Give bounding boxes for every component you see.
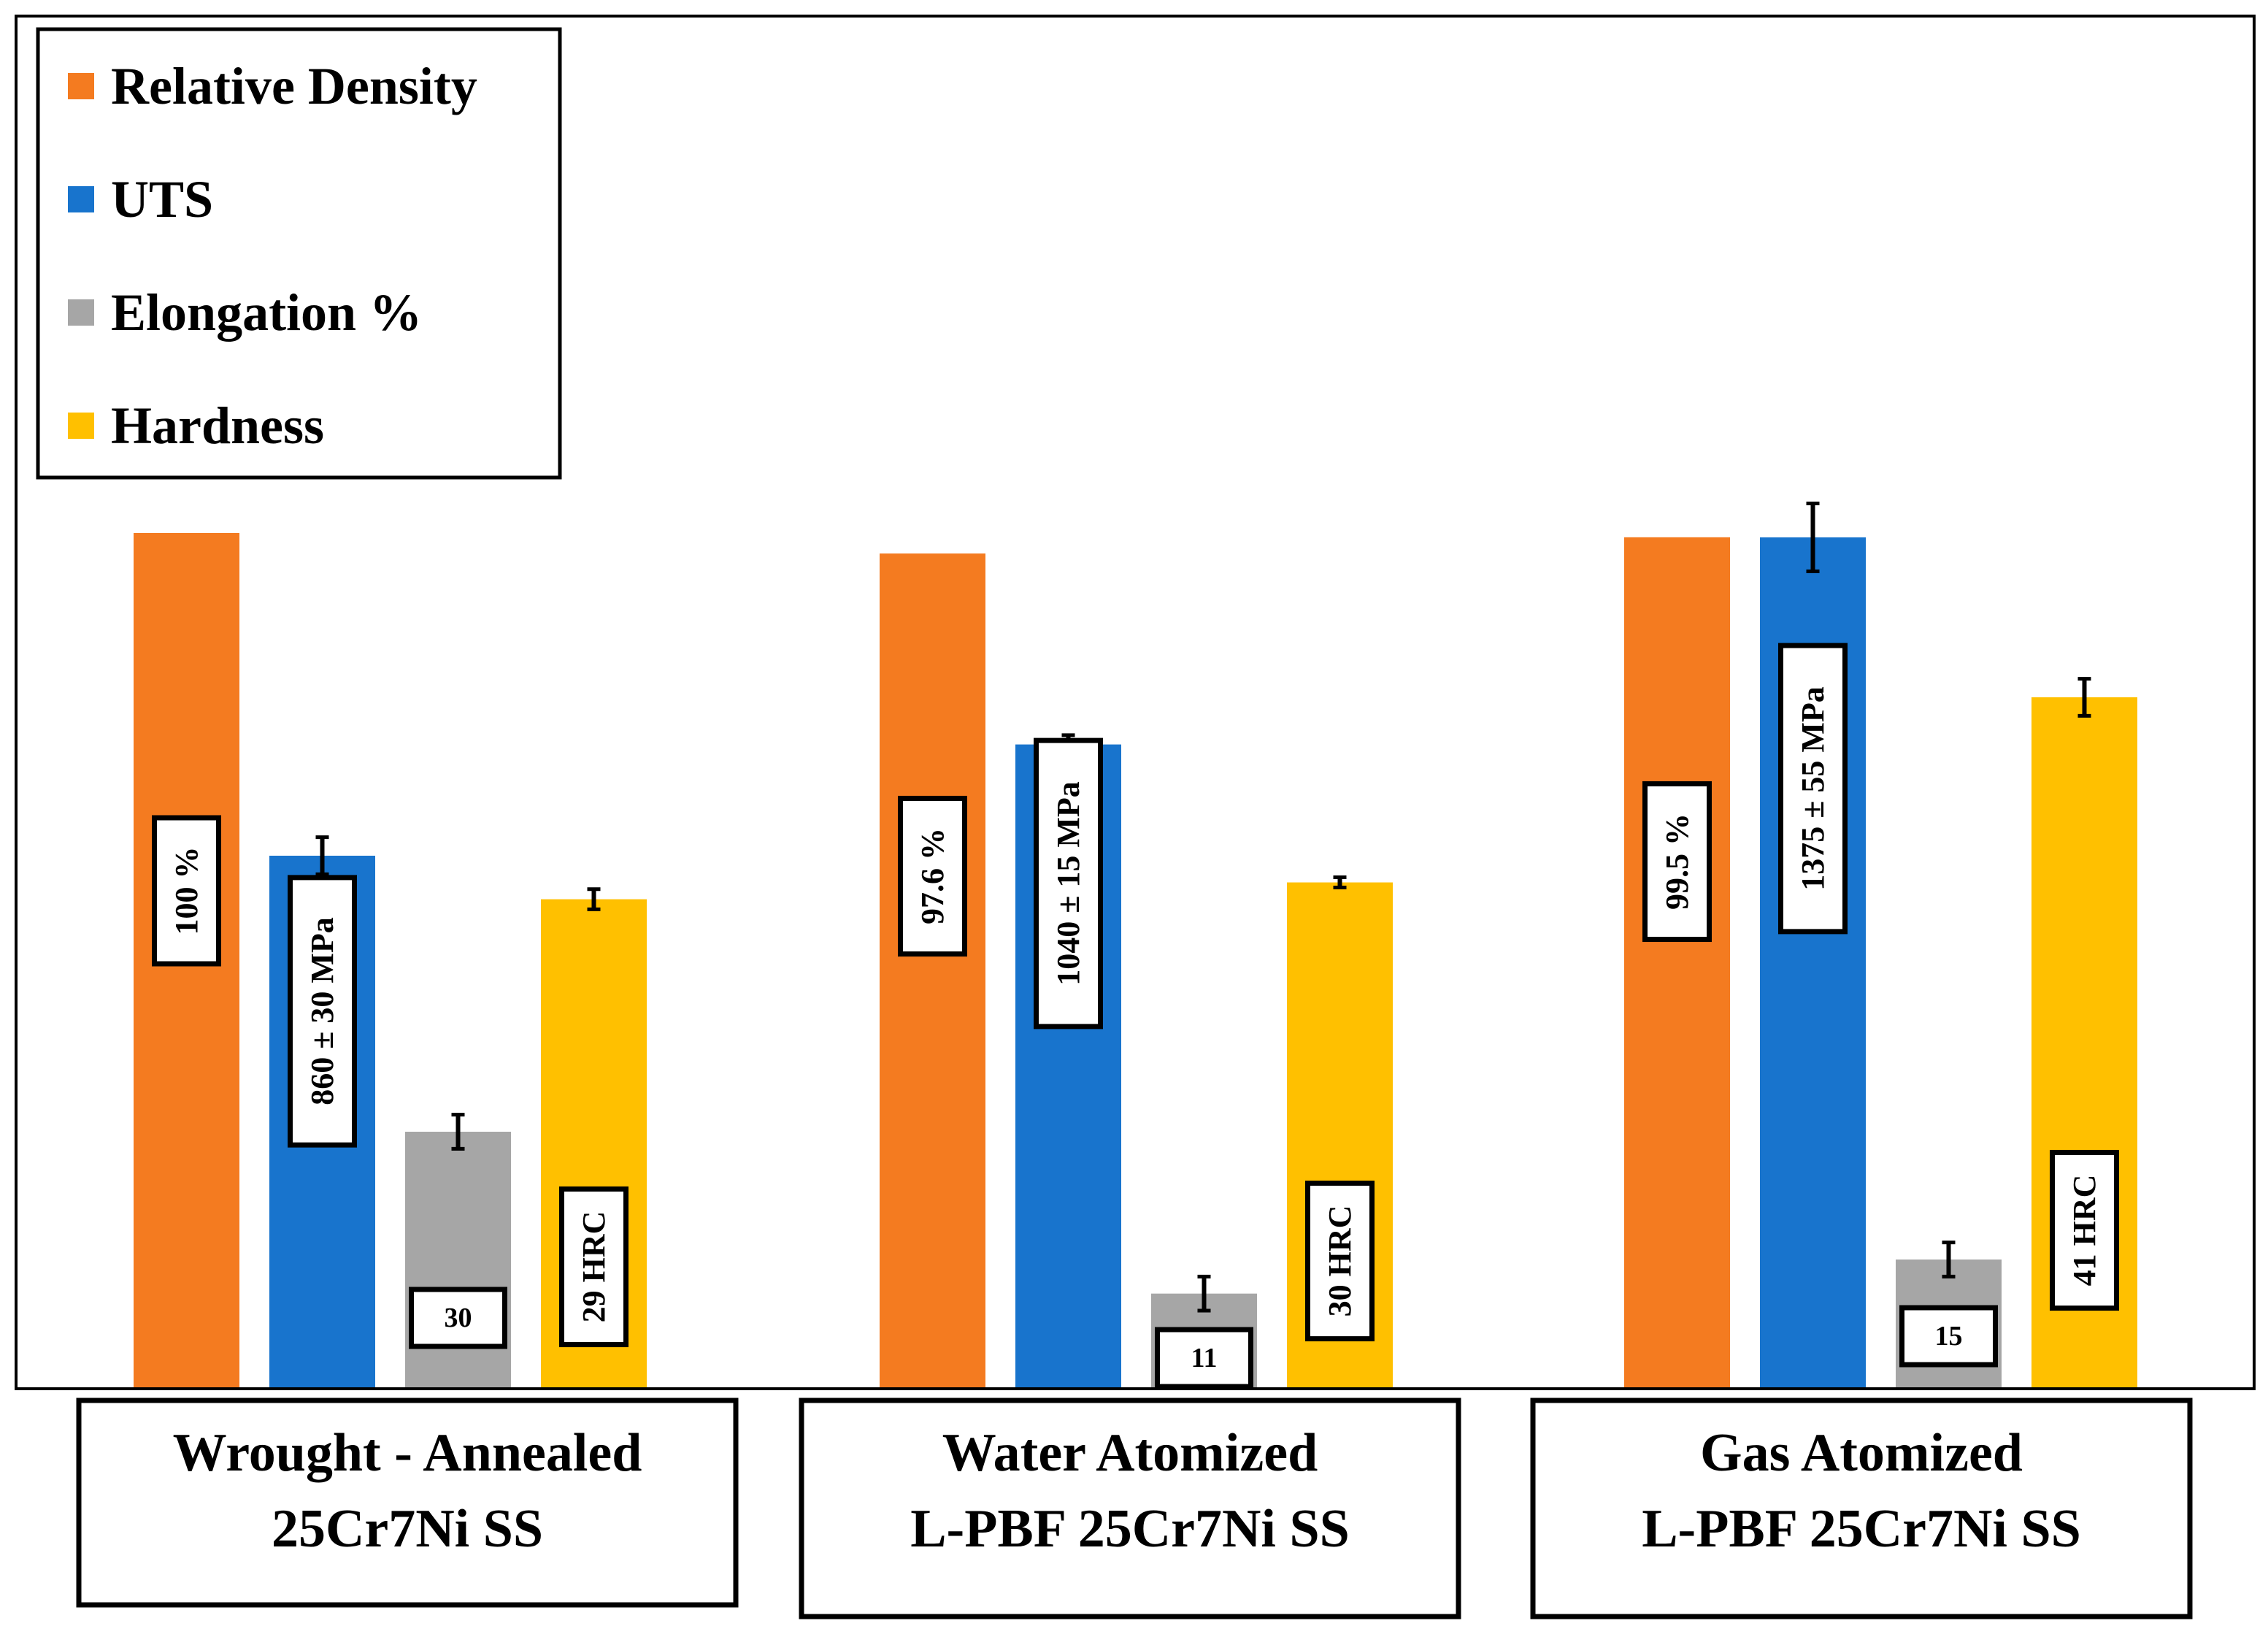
legend-swatch — [68, 73, 94, 99]
bars-layer — [134, 501, 2137, 1387]
category-label-3: Gas Atomized L-PBF 25Cr7Ni SS — [1530, 1398, 2193, 1619]
category-label-line1: Gas Atomized — [1700, 1423, 2023, 1483]
data-label-elongation-3: 15 — [1899, 1305, 1998, 1368]
data-label-text: 15 — [1935, 1321, 1963, 1352]
category-label-2: Water Atomized L-PBF 25Cr7Ni SS — [799, 1398, 1461, 1619]
data-label-text: 99.5 % — [1659, 813, 1695, 910]
error-bar-uts-3 — [1806, 501, 1820, 574]
data-label-text: 100 % — [169, 847, 204, 935]
data-label-text: 30 HRC — [1322, 1205, 1358, 1317]
data-labels-layer: 100 % 97.6 % 99.5 % 860 ± 30 MPa 1040 ± 15 M… — [152, 643, 2119, 1389]
data-label-elongation-2: 11 — [1155, 1327, 1253, 1389]
error-bar-hardness-2 — [1333, 875, 1347, 890]
error-bar-elongation-3 — [1942, 1241, 1956, 1278]
legend-item-elongation: Elongation % — [68, 283, 422, 342]
category-label-line2: L-PBF 25Cr7Ni SS — [910, 1499, 1350, 1559]
data-label-hardness-3: 41 HRC — [2050, 1149, 2119, 1311]
legend-item-relative-density: Relative Density — [68, 57, 477, 115]
data-label-text: 11 — [1191, 1343, 1218, 1373]
error-bar-elongation-2 — [1197, 1274, 1211, 1313]
legend-item-hardness: Hardness — [68, 396, 324, 455]
legend-label: Hardness — [111, 396, 324, 455]
legend-label: Relative Density — [111, 57, 477, 115]
legend-label: Elongation % — [111, 283, 422, 342]
data-label-uts-3: 1375 ± 55 MPa — [1778, 643, 1848, 935]
data-label-relative-density-2: 97.6 % — [898, 795, 967, 957]
data-label-text: 30 — [445, 1303, 472, 1333]
data-label-uts-1: 860 ± 30 MPa — [288, 875, 357, 1148]
error-bar-uts-1 — [315, 835, 329, 876]
category-label-line2: 25Cr7Ni SS — [272, 1499, 543, 1559]
data-label-relative-density-3: 99.5 % — [1642, 781, 1712, 943]
legend-box — [36, 27, 562, 480]
data-label-text: 29 HRC — [576, 1211, 612, 1323]
legend-swatch — [68, 186, 94, 212]
data-label-text: 860 ± 30 MPa — [304, 917, 340, 1105]
data-label-text: 41 HRC — [2067, 1175, 2102, 1287]
error-bar-elongation-1 — [451, 1113, 465, 1151]
bar-relative-density-3 — [1624, 537, 1730, 1387]
category-label-line1: Wrought - Annealed — [173, 1423, 642, 1483]
data-label-uts-2: 1040 ± 15 MPa — [1034, 737, 1103, 1030]
category-label-line1: Water Atomized — [942, 1423, 1318, 1483]
data-label-text: 97.6 % — [915, 828, 950, 924]
category-label-line2: L-PBF 25Cr7Ni SS — [1642, 1499, 2081, 1559]
legend-swatch — [68, 299, 94, 326]
data-label-text: 1375 ± 55 MPa — [1795, 686, 1831, 891]
legend-label: UTS — [111, 170, 213, 229]
category-labels: Wrought - Annealed 25Cr7Ni SS Water Atomiz… — [76, 1398, 2193, 1619]
legend-item-uts: UTS — [68, 170, 213, 229]
data-label-elongation-1: 30 — [409, 1287, 507, 1349]
data-label-hardness-2: 30 HRC — [1305, 1180, 1375, 1342]
bar-relative-density-2 — [880, 553, 985, 1387]
error-bar-hardness-3 — [2077, 677, 2091, 718]
data-label-relative-density-1: 100 % — [152, 815, 221, 967]
legend: Relative Density UTS Elongation % Hardness — [36, 27, 562, 480]
legend-swatch — [68, 413, 94, 439]
error-bar-hardness-1 — [587, 887, 601, 911]
data-label-hardness-1: 29 HRC — [559, 1186, 628, 1348]
category-label-1: Wrought - Annealed 25Cr7Ni SS — [76, 1398, 739, 1608]
data-label-text: 1040 ± 15 MPa — [1050, 781, 1086, 986]
